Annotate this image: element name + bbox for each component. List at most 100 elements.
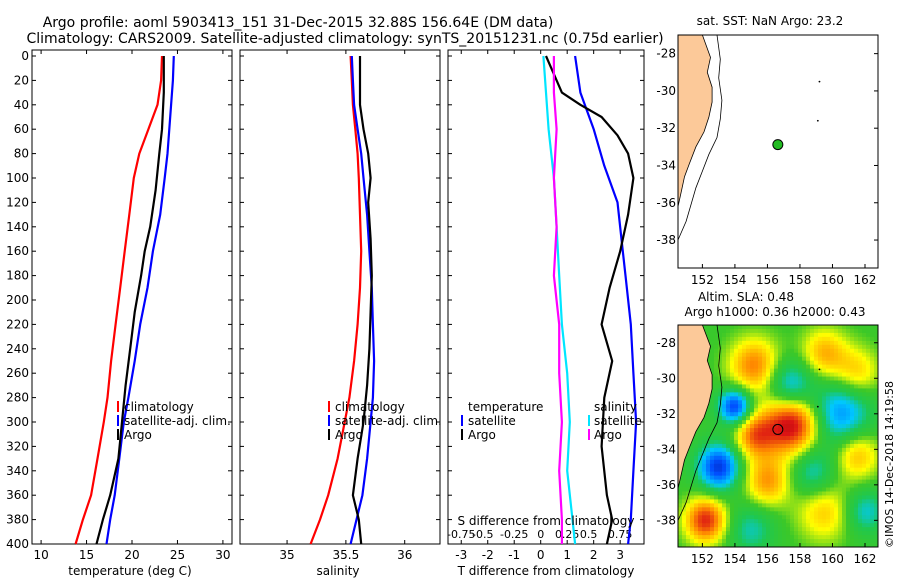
sla-cell	[834, 507, 839, 512]
sla-cell	[850, 436, 855, 441]
sla-cell	[846, 344, 851, 350]
sla-cell	[750, 523, 755, 528]
sla-cell	[782, 384, 787, 389]
sla-cell	[814, 376, 819, 381]
sla-cell	[854, 412, 859, 417]
salinity-axis-label: salinity	[316, 564, 359, 578]
sla-cell	[762, 467, 767, 473]
sla-cell	[874, 344, 879, 350]
sla-cell	[722, 352, 727, 358]
sla-cell	[874, 432, 879, 437]
sla-cell	[782, 479, 787, 484]
temperature-panel: 0204060801001201401601802002202402602803…	[6, 49, 233, 562]
sla-cell	[826, 543, 831, 548]
sla-cell	[854, 483, 859, 488]
sla-cell	[694, 463, 699, 469]
sla-cell	[714, 535, 719, 540]
sla-cell	[758, 368, 763, 373]
sla-cell	[810, 447, 815, 453]
sla-cell	[682, 523, 687, 528]
sla-cell	[790, 348, 795, 354]
sla-cell	[722, 356, 727, 362]
sla-cell	[838, 332, 843, 338]
sla-cell	[842, 404, 847, 409]
sla-cell	[838, 325, 843, 330]
sla-cell	[874, 507, 879, 512]
sla-cell	[826, 432, 831, 437]
sla-cell	[706, 511, 711, 516]
sla-cell	[746, 380, 751, 385]
sla-cell	[702, 467, 707, 473]
sla-cell	[754, 416, 759, 421]
sla-cell	[818, 499, 823, 504]
sla-cell	[714, 336, 719, 342]
sla-cell	[798, 388, 803, 393]
sla-cell	[694, 511, 699, 516]
sla-cell	[722, 523, 727, 528]
lon-tick-label: 162	[854, 552, 877, 566]
sla-cell	[834, 372, 839, 377]
sla-cell	[826, 356, 831, 362]
sla-cell	[790, 519, 795, 524]
sla-cell	[870, 475, 875, 480]
sla-cell	[778, 352, 783, 358]
sla-cell	[714, 507, 719, 512]
sla-cell	[802, 439, 807, 445]
sla-cell	[698, 511, 703, 516]
sla-cell	[774, 443, 779, 449]
sla-cell	[714, 428, 719, 433]
sla-cell	[678, 515, 683, 520]
sla-cell	[794, 471, 799, 477]
sla-cell	[874, 388, 879, 393]
sla-cell	[830, 356, 835, 362]
sla-cell	[850, 467, 855, 473]
sla-cell	[818, 447, 823, 453]
sla-cell	[790, 360, 795, 366]
sla-cell	[766, 491, 771, 496]
sla-cell	[762, 344, 767, 350]
sla-cell	[798, 539, 803, 544]
sla-cell	[850, 348, 855, 354]
sla-cell	[718, 467, 723, 473]
sla-cell	[838, 372, 843, 377]
sla-cell	[862, 344, 867, 350]
sla-cell	[818, 467, 823, 473]
sla-cell	[858, 340, 863, 346]
sla-cell	[730, 519, 735, 524]
sla-cell	[826, 372, 831, 377]
sla-cell	[842, 507, 847, 512]
sla-cell	[678, 507, 683, 512]
plot-frame	[239, 49, 441, 545]
sla-cell	[722, 467, 727, 473]
sla-cell	[738, 507, 743, 512]
sla-cell	[802, 428, 807, 433]
sla-cell	[754, 503, 759, 508]
sla-cell	[778, 436, 783, 441]
sla-cell	[746, 439, 751, 445]
sla-cell	[862, 447, 867, 453]
sla-cell	[790, 384, 795, 389]
sla-cell	[818, 443, 823, 449]
sla-cell	[834, 475, 839, 480]
sla-cell	[826, 479, 831, 484]
sla-cell	[750, 372, 755, 377]
sla-cell	[794, 447, 799, 453]
sla-cell	[766, 467, 771, 473]
sla-cell	[806, 543, 811, 548]
sla-cell	[698, 479, 703, 484]
sla-cell	[782, 325, 787, 330]
sla-cell	[834, 535, 839, 540]
sla-cell	[802, 455, 807, 461]
sla-cell	[754, 511, 759, 516]
sla-cell	[866, 380, 871, 385]
sla-cell	[806, 348, 811, 354]
sla-cell	[870, 396, 875, 401]
sla-cell	[682, 491, 687, 496]
sla-cell	[702, 495, 707, 500]
sla-cell	[750, 443, 755, 449]
sla-cell	[818, 404, 823, 409]
sla-cell	[790, 503, 795, 508]
sla-cell	[702, 523, 707, 528]
sla-cell	[786, 368, 791, 373]
sla-cell	[758, 499, 763, 504]
